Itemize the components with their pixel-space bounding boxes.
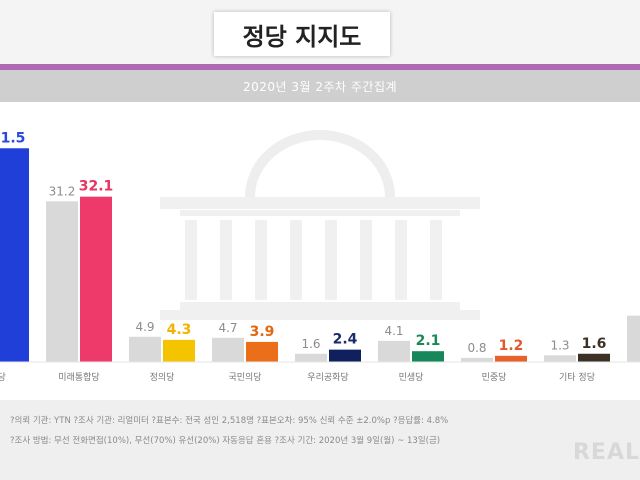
value-label-current: 2.1 [416, 333, 441, 349]
bar-group: 9 [627, 299, 640, 362]
bar-previous [46, 201, 78, 362]
bar-previous [212, 337, 244, 362]
value-label-current: 1.5 [1, 130, 26, 146]
category-label: 국민의당 [228, 372, 261, 383]
value-label-previous: 1.3 [550, 338, 569, 352]
value-label-current: 3.9 [250, 324, 275, 340]
category-label: 기타 정당 [559, 372, 595, 383]
bar-current [329, 349, 361, 362]
bar-current [412, 351, 444, 362]
category-label: 민생당 [399, 372, 424, 383]
value-label-previous: 1.6 [301, 337, 320, 351]
value-label-current: 1.2 [499, 338, 524, 354]
bar-group: 4.9 4.3 정의당 [129, 320, 195, 383]
category-label: 정의당 [150, 372, 175, 383]
chart-title: 정당 지지도 [214, 12, 390, 56]
value-label-current: 2.4 [333, 332, 358, 348]
bar-group: 0.8 1.2 민중당 [461, 338, 527, 383]
bar-current [578, 353, 610, 362]
value-label-previous: 0.8 [467, 341, 486, 355]
bar-current [246, 341, 278, 362]
bar-previous [378, 340, 410, 362]
footer: ?의뢰 기관: YTN ?조사 기관: 리얼미터 ?표본수: 전국 성인 2,5… [0, 400, 640, 480]
bar-group: 4.7 3.9 국민의당 [212, 321, 278, 383]
value-label-current: 4.3 [167, 322, 192, 338]
survey-note-1: ?의뢰 기관: YTN ?조사 기관: 리얼미터 ?표본수: 전국 성인 2,5… [10, 416, 449, 426]
value-label-previous: 31.2 [49, 184, 76, 198]
value-label-current: 32.1 [79, 179, 114, 195]
bar-current [0, 148, 29, 362]
bar-group: 1.5 주 당 [0, 130, 29, 383]
chart-subtitle: 2020년 3월 2주차 주간집계 [0, 70, 640, 102]
bar-current [495, 355, 527, 362]
value-label-previous: 4.9 [135, 320, 154, 334]
bar-previous [461, 357, 493, 362]
value-label-previous: 4.1 [384, 324, 403, 338]
bar-previous [129, 336, 161, 362]
bar-group: 1.3 1.6 기타 정당 [544, 336, 610, 383]
bar-group: 31.2 32.1 미래통합당 [46, 179, 113, 383]
category-label: 우리공화당 [307, 372, 348, 383]
category-label: 주 당 [0, 372, 6, 383]
bar-current [80, 196, 112, 362]
bar-group: 4.1 2.1 민생당 [378, 324, 444, 383]
bar-current [163, 339, 195, 362]
assembly-building-watermark [160, 130, 480, 320]
category-label: 미래통합당 [58, 372, 99, 383]
bar-group: 1.6 2.4 우리공화당 [295, 332, 361, 383]
survey-note-2: ?조사 방법: 무선 전화면접(10%), 무선(70%) 유선(20%) 자동… [10, 436, 441, 446]
bar-previous [295, 353, 327, 362]
bar-previous [627, 315, 640, 362]
plot-area: 1.5 주 당 31.232.1 미래통합당 4.9 4.3 정의당 4.7 3.9 국민의당 1.… [0, 102, 640, 400]
brand-watermark: REAL [572, 440, 640, 465]
bar-chart: 1.5 주 당 31.232.1 미래통합당 4.9 4.3 정의당 4.7 3.9 국민의당 1.… [0, 130, 640, 383]
category-label: 민중당 [482, 372, 507, 383]
accent-divider [0, 64, 640, 70]
value-label-previous: 4.7 [218, 321, 237, 335]
value-label-current: 1.6 [582, 336, 607, 352]
bar-previous [544, 355, 576, 362]
